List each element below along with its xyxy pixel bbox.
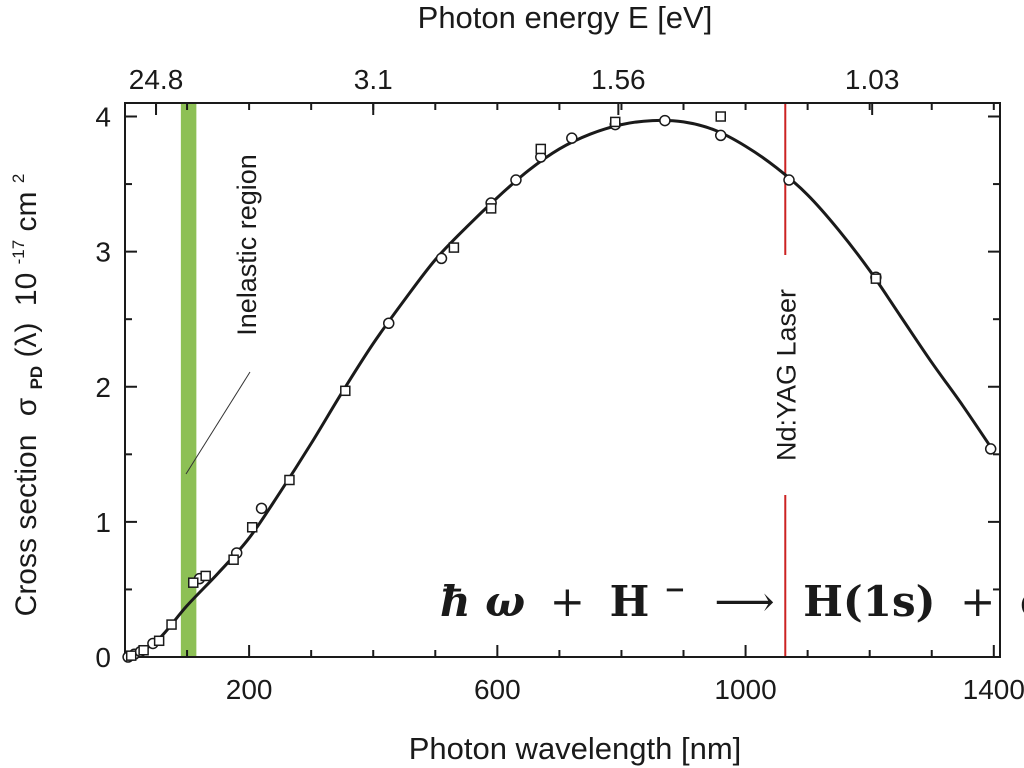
equation-h-minus-sup: − (664, 575, 686, 605)
top-tick-label: 3.1 (354, 64, 393, 95)
plot-frame (124, 102, 1001, 658)
top-tick-label: 24.8 (129, 64, 184, 95)
y-tick-label: 3 (95, 237, 111, 268)
y-axis-title-arg: (λ) (10, 322, 43, 357)
data-point-square (870, 273, 882, 284)
x-tick-label: 1400 (963, 674, 1024, 705)
data-point-square (166, 619, 177, 630)
x-tick-label: 200 (226, 674, 273, 705)
data-point-circle (382, 317, 395, 329)
y-axis-title-main: Cross section (10, 435, 43, 617)
equation-plus-2: + (960, 577, 995, 626)
data-point-circle (984, 443, 997, 455)
data-point-square (609, 116, 621, 128)
laser-label: Nd:YAG Laser (771, 289, 801, 461)
data-point-square (284, 474, 295, 486)
equation-omega: ω (485, 577, 525, 626)
y-axis-title-sigma: σ (10, 397, 43, 416)
y-axis-title-unit-exp: -17 (9, 240, 28, 265)
top-axis-title: Photon energy E [eV] (418, 0, 713, 35)
data-point-square (715, 111, 726, 122)
data-point-square (125, 650, 137, 661)
data-point-circle (659, 114, 671, 127)
equation-h-minus: H (610, 577, 650, 626)
data-point-circle (714, 129, 727, 142)
y-axis-title-subscript: PD (27, 366, 46, 390)
equation-electron: e (1020, 577, 1024, 626)
data-point-square (188, 577, 199, 588)
inelastic-band (180, 103, 197, 657)
svg-text:Cross section σ PD: Cross section σ PD (λ) 10 -17 cm 2 (0, 174, 49, 617)
data-point-square (485, 203, 497, 214)
data-point-square (246, 522, 258, 533)
x-tick-label: 1000 (714, 674, 776, 705)
equation-hbar: ħ (440, 577, 471, 626)
y-axis-title-unit-cm-exp: 2 (9, 174, 28, 183)
data-point-circle (783, 174, 795, 186)
y-tick-label: 4 (95, 102, 111, 133)
equation-plus-1: + (550, 577, 585, 626)
data-point-square (138, 644, 149, 656)
data-point-square (200, 570, 211, 582)
data-point-square (228, 554, 239, 565)
data-point-square (340, 385, 351, 397)
data-point-circle (566, 132, 578, 144)
y-tick-label: 1 (95, 507, 111, 538)
y-axis-title-unit-cm: cm (10, 191, 43, 231)
y-tick-label: 0 (95, 642, 111, 673)
data-point-square (448, 242, 460, 253)
data-point-square (535, 143, 547, 155)
top-tick-label: 1.03 (845, 64, 900, 95)
data-point-square (153, 635, 165, 647)
data-point-circle (510, 174, 522, 186)
reaction-equation: ħ ω + H − ⟶ H(1s) + e − (440, 559, 1024, 626)
y-axis-title-unit-base: 10 (10, 273, 43, 306)
band-label: Inelastic region (232, 154, 262, 336)
top-tick-label: 1.56 (591, 64, 646, 95)
equation-h1s: H(1s) (803, 577, 935, 626)
y-axis-title: Cross section σ PD (λ) 10 -17 cm 2 (0, 174, 49, 617)
band-label-leader (185, 371, 251, 475)
x-axis-title: Photon wavelength [nm] (409, 731, 742, 766)
data-point-circle (255, 502, 268, 515)
equation-arrow: ⟶ (714, 577, 774, 626)
y-tick-label: 2 (95, 372, 111, 403)
data-point-circle (435, 252, 448, 265)
x-tick-label: 600 (474, 674, 521, 705)
